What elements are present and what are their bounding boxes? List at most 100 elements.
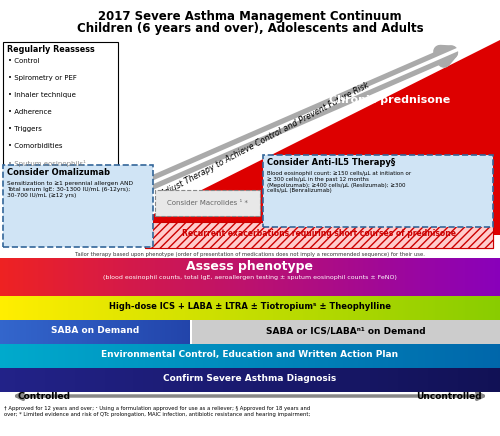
Bar — [47, 153, 49, 156]
Bar — [300, 258, 303, 296]
Bar — [10, 320, 12, 344]
Bar — [42, 167, 44, 169]
Bar — [158, 56, 162, 58]
Bar — [19, 202, 20, 204]
Bar — [7, 227, 8, 230]
Bar — [4, 227, 5, 230]
Bar — [113, 73, 116, 75]
Bar — [38, 184, 39, 187]
Bar — [51, 182, 52, 185]
Bar — [90, 106, 93, 109]
Bar — [96, 124, 98, 126]
Bar — [104, 87, 107, 89]
Bar — [182, 258, 186, 296]
Bar — [137, 87, 140, 89]
Bar — [60, 137, 62, 140]
Bar — [114, 81, 117, 83]
Bar — [68, 296, 70, 320]
Bar — [122, 75, 125, 78]
Bar — [144, 40, 148, 42]
Bar — [17, 206, 18, 208]
Bar — [242, 296, 246, 320]
Bar — [28, 190, 30, 193]
Bar — [104, 104, 108, 107]
Bar — [82, 136, 84, 138]
Bar — [36, 188, 37, 191]
Bar — [152, 296, 156, 320]
Bar — [82, 96, 86, 99]
Bar — [100, 116, 103, 119]
Bar — [54, 169, 56, 171]
Bar — [67, 157, 70, 160]
Bar — [470, 368, 473, 392]
Bar — [27, 194, 28, 197]
Bar — [150, 52, 154, 54]
Bar — [258, 344, 260, 368]
Bar — [38, 190, 39, 193]
Bar — [138, 48, 142, 50]
Bar — [45, 157, 47, 160]
Bar — [75, 157, 78, 160]
Bar — [70, 149, 72, 152]
Bar — [126, 59, 130, 62]
Bar — [50, 368, 53, 392]
Bar — [108, 120, 112, 123]
Bar — [102, 320, 104, 344]
Bar — [30, 200, 32, 202]
Bar — [115, 344, 118, 368]
Bar — [128, 58, 132, 60]
Bar — [188, 368, 190, 392]
Bar — [250, 344, 253, 368]
Bar — [112, 91, 116, 93]
Bar — [92, 95, 96, 97]
Text: High-dose ICS + LABA ± LTRA ± Tiotropium⁵ ± Theophylline: High-dose ICS + LABA ± LTRA ± Tiotropium… — [109, 302, 391, 311]
Bar — [48, 163, 50, 165]
Bar — [38, 196, 39, 198]
Bar — [2, 231, 3, 234]
Bar — [80, 136, 82, 138]
Bar — [46, 173, 48, 175]
Bar — [42, 178, 43, 181]
Bar — [2, 231, 3, 234]
Bar — [80, 116, 84, 119]
Bar — [122, 79, 126, 82]
Bar — [86, 129, 89, 132]
Bar — [60, 173, 62, 175]
Bar — [255, 296, 258, 320]
Bar — [130, 42, 135, 44]
Bar — [44, 163, 46, 165]
Bar — [3, 231, 4, 234]
Bar — [7, 225, 8, 228]
Bar — [154, 56, 158, 58]
Bar — [159, 46, 164, 48]
Bar — [232, 368, 235, 392]
Bar — [90, 141, 92, 144]
Bar — [104, 112, 106, 115]
Bar — [24, 204, 25, 206]
Bar — [405, 258, 408, 296]
Bar — [388, 368, 390, 392]
Bar — [355, 368, 358, 392]
Bar — [118, 104, 121, 107]
Bar — [35, 258, 38, 296]
Bar — [38, 184, 40, 187]
Bar — [66, 320, 67, 344]
Bar — [46, 174, 48, 177]
Bar — [320, 258, 323, 296]
Bar — [81, 145, 84, 148]
Bar — [11, 223, 12, 226]
Bar — [448, 296, 450, 320]
Bar — [70, 133, 74, 136]
Bar — [111, 106, 114, 109]
Bar — [126, 48, 131, 50]
Bar — [98, 87, 101, 89]
Bar — [420, 368, 423, 392]
Bar — [388, 258, 390, 296]
Bar — [134, 67, 138, 70]
Bar — [442, 368, 446, 392]
Bar — [40, 258, 43, 296]
Bar — [116, 91, 119, 93]
Bar — [6, 227, 7, 230]
Bar — [134, 96, 137, 99]
Bar — [70, 143, 72, 146]
